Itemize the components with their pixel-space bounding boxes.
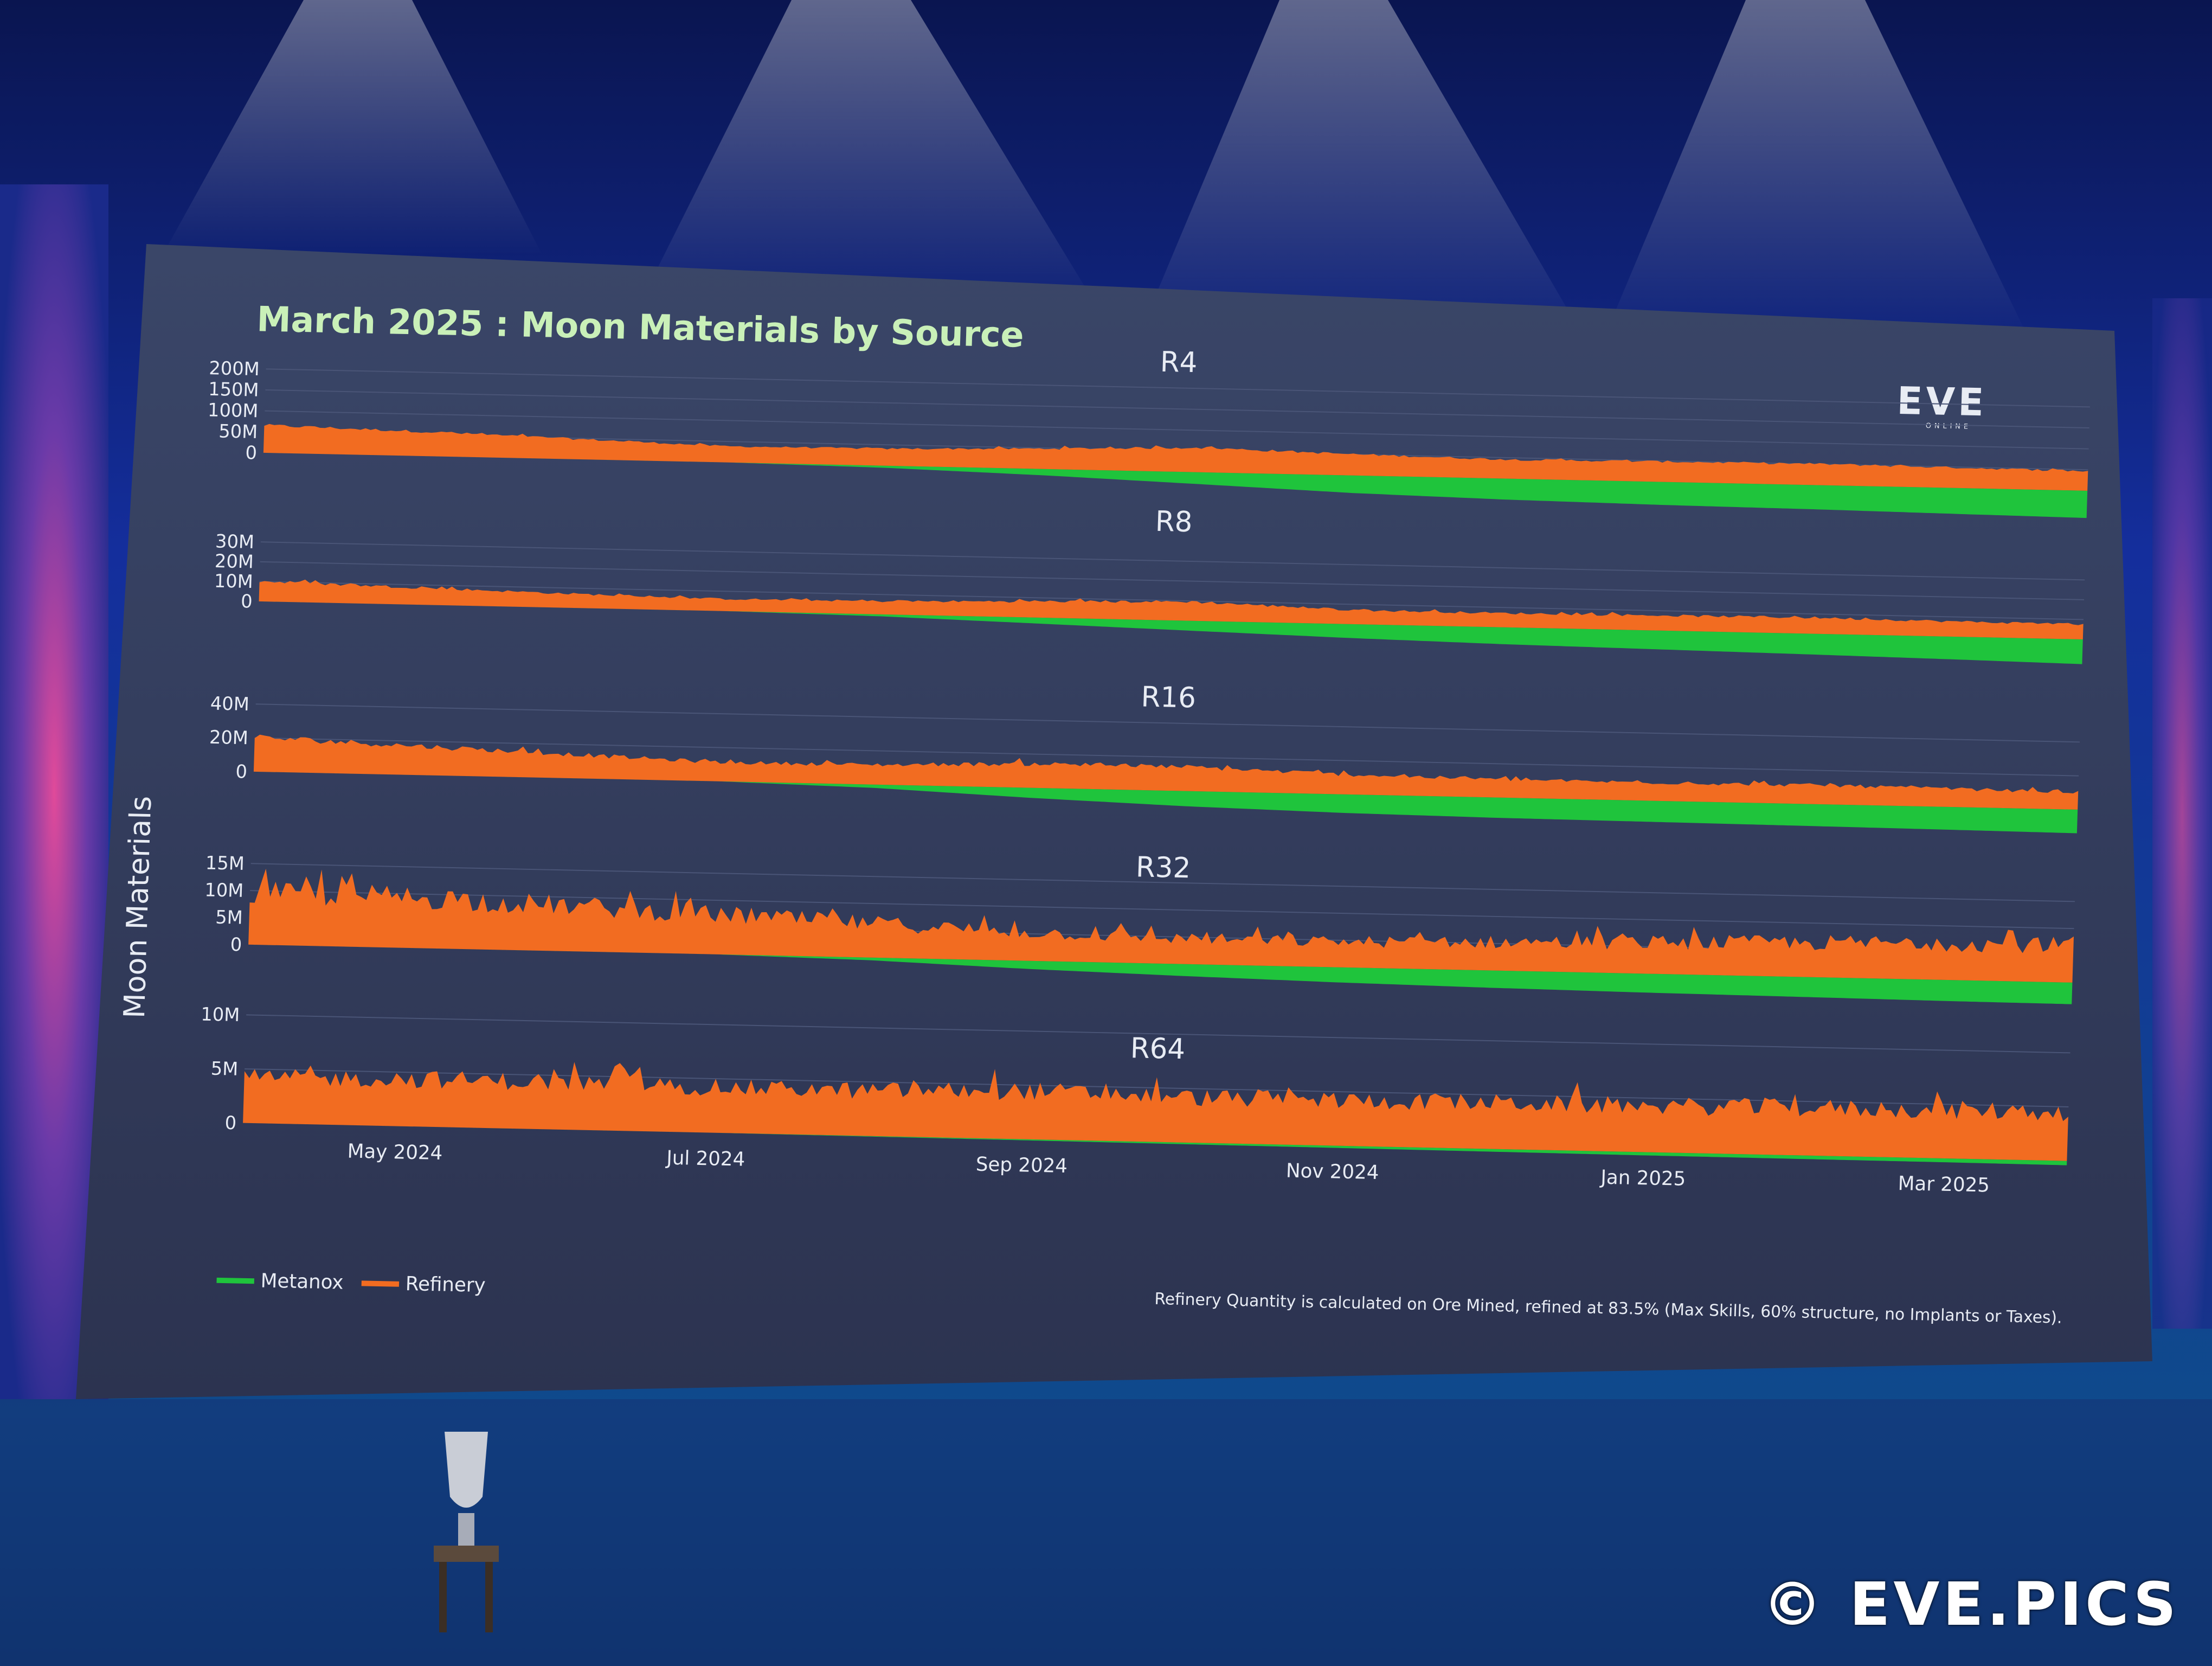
y-tick-label: 20M (209, 727, 248, 749)
legend-label-refinery: Refinery (405, 1273, 486, 1297)
gridline (254, 737, 2079, 777)
x-tick-label: Jan 2025 (1599, 1166, 1686, 1190)
y-tick-label: 10M (204, 879, 244, 901)
gridline (255, 703, 2080, 743)
gridline (260, 541, 2085, 581)
x-tick-label: Mar 2025 (1898, 1172, 1990, 1197)
chart-title-r8: R8 (1155, 505, 1193, 539)
legend: Metanox Refinery (216, 1270, 486, 1297)
gridline (266, 368, 2090, 408)
series-area-refinery (248, 868, 2074, 983)
x-tick-label: Jul 2024 (665, 1147, 745, 1171)
right-side-screen (2152, 298, 2212, 1329)
chart-title-r32: R32 (1135, 851, 1191, 885)
legend-swatch-metanox (216, 1277, 254, 1284)
trophy (434, 1432, 499, 1632)
y-tick-label: 0 (235, 761, 248, 783)
gridline (260, 561, 2085, 600)
x-tick-label: Nov 2024 (1285, 1159, 1379, 1184)
chart-title-r64: R64 (1130, 1032, 1186, 1066)
gridline (246, 1014, 2070, 1054)
eve-logo-subtext: ONLINE (1926, 422, 1972, 431)
series-area-refinery (253, 734, 2079, 810)
gridline (265, 410, 2089, 450)
y-tick-label: 30M (215, 530, 255, 553)
y-tick-label: 10M (201, 1003, 240, 1026)
gridline (265, 389, 2089, 429)
y-tick-label: 0 (245, 442, 258, 464)
chart-title-r4: R4 (1160, 346, 1198, 380)
y-tick-label: 0 (224, 1112, 237, 1134)
y-tick-label: 15M (205, 852, 245, 874)
legend-label-metanox: Metanox (260, 1270, 344, 1293)
y-tick-label: 10M (214, 570, 253, 592)
gridline (250, 863, 2075, 902)
chart-r16: R16 0 20M 40M (209, 681, 2080, 834)
y-tick-label: 0 (241, 591, 253, 612)
chart-r64: R64 0 5M 10M (201, 1003, 2070, 1165)
x-tick-label: May 2024 (347, 1140, 443, 1164)
y-tick-label: 100M (208, 399, 259, 421)
stage-floor (0, 1399, 2212, 1666)
y-tick-label: 200M (209, 357, 260, 380)
chart-title-r16: R16 (1141, 681, 1197, 714)
gridline (259, 581, 2084, 620)
x-tick-label: Sep 2024 (975, 1154, 1068, 1178)
chart-r32: R32 0 5M 10M 15M (204, 851, 2075, 1004)
y-tick-label: 5M (210, 1058, 239, 1080)
series-area-refinery (243, 1062, 2068, 1161)
y-tick-label: 40M (210, 693, 249, 715)
series-area-metanox (253, 771, 2078, 834)
y-tick-label: 20M (214, 550, 254, 573)
watermark: © EVE.PICS (1762, 1569, 2179, 1639)
series-area-metanox (259, 601, 2083, 664)
chart-panels: R4050M100M150M200MR8010M20M30MR16020M40M… (201, 346, 2090, 1165)
gridline (250, 890, 2074, 930)
y-tick-label: 50M (218, 420, 258, 443)
y-tick-label: 5M (215, 906, 243, 928)
series-area-metanox (263, 452, 2088, 518)
series-area-refinery (259, 579, 2084, 639)
y-axis-label: Moon Materials (117, 796, 158, 1018)
legend-swatch-refinery (361, 1280, 400, 1287)
x-axis: May 2024 Jul 2024 Sep 2024 Nov 2024 Jan 2025… (347, 1140, 1990, 1196)
series-area-refinery (263, 424, 2088, 491)
y-tick-label: 0 (230, 934, 242, 956)
y-tick-label: 150M (208, 379, 259, 401)
eve-logo: EVE (1896, 379, 1988, 425)
series-area-metanox (248, 944, 2073, 1004)
spotlights (163, 0, 2028, 336)
